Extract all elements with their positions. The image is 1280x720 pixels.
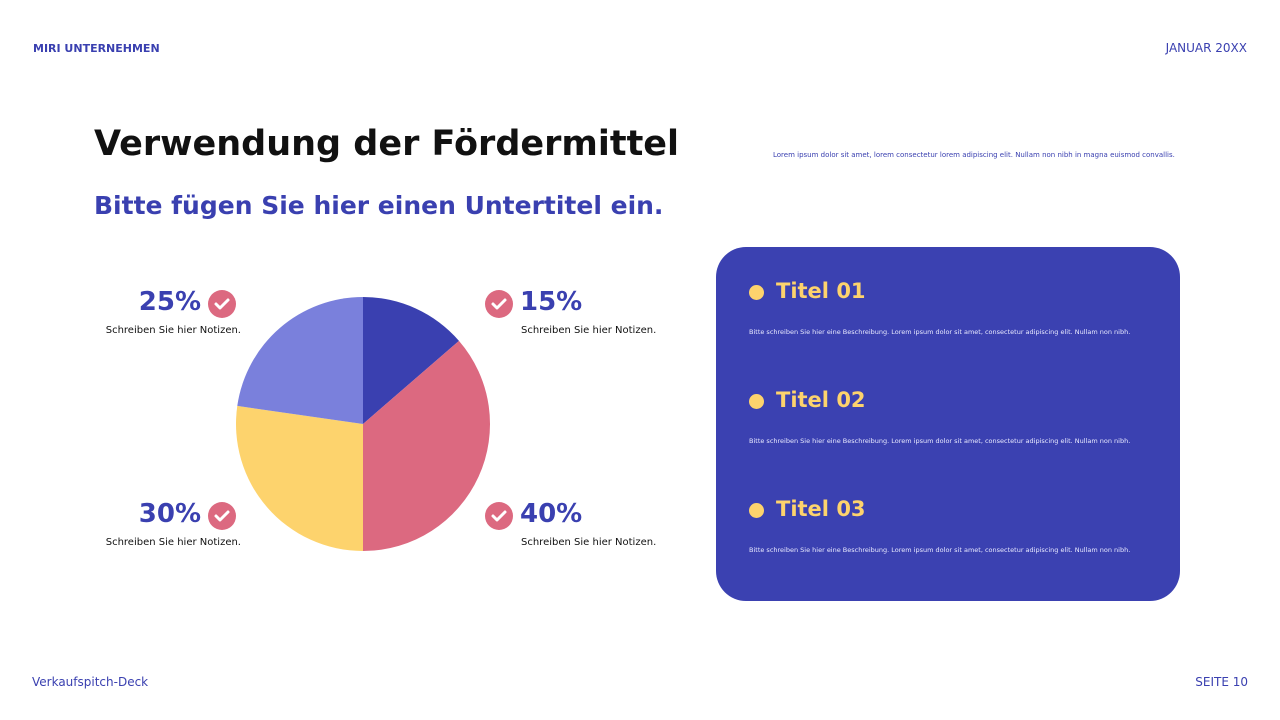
subtitle: Bitte fügen Sie hier einen Untertitel ei… [94,191,664,220]
pie-slice [363,297,459,424]
card-title: Titel 01 [776,279,866,303]
card-title: Titel 03 [776,497,866,521]
description: Lorem ipsum dolor sit amet, lorem consec… [773,151,1175,159]
pie-slice [363,340,491,551]
pie-chart [208,290,513,551]
card-panel: Titel 01 Bitte schreiben Sie hier eine Be… [716,247,1180,601]
value-label: 30% [138,499,201,529]
date: JANUAR 20XX [1165,41,1247,55]
card-text: Bitte schreiben Sie hier eine Beschreibu… [749,437,1131,445]
card-text: Bitte schreiben Sie hier eine Beschreibu… [749,546,1131,554]
pie-slice [237,297,363,424]
note: Schreiben Sie hier Notizen. [521,537,657,548]
bullet [749,503,764,518]
card-title: Titel 02 [776,388,866,412]
bullet [749,394,764,409]
bullet [749,285,764,300]
note: Schreiben Sie hier Notizen. [105,325,241,336]
value-label: 25% [138,287,201,317]
company: MIRI UNTERNEHMEN [33,42,160,55]
check-mark [214,298,230,310]
note: Schreiben Sie hier Notizen. [521,325,657,336]
check-mark [214,510,230,522]
title: Verwendung der Fördermittel [94,124,680,164]
value-label: 40% [520,499,583,529]
footer-page: SEITE 10 [1195,675,1248,689]
pie-slice [236,405,363,551]
value-label: 15% [520,287,583,317]
check-mark [491,510,507,522]
note: Schreiben Sie hier Notizen. [105,537,241,548]
check-mark [491,298,507,310]
footer-deck: Verkaufspitch-Deck [32,675,149,689]
card-text: Bitte schreiben Sie hier eine Beschreibu… [749,328,1131,336]
